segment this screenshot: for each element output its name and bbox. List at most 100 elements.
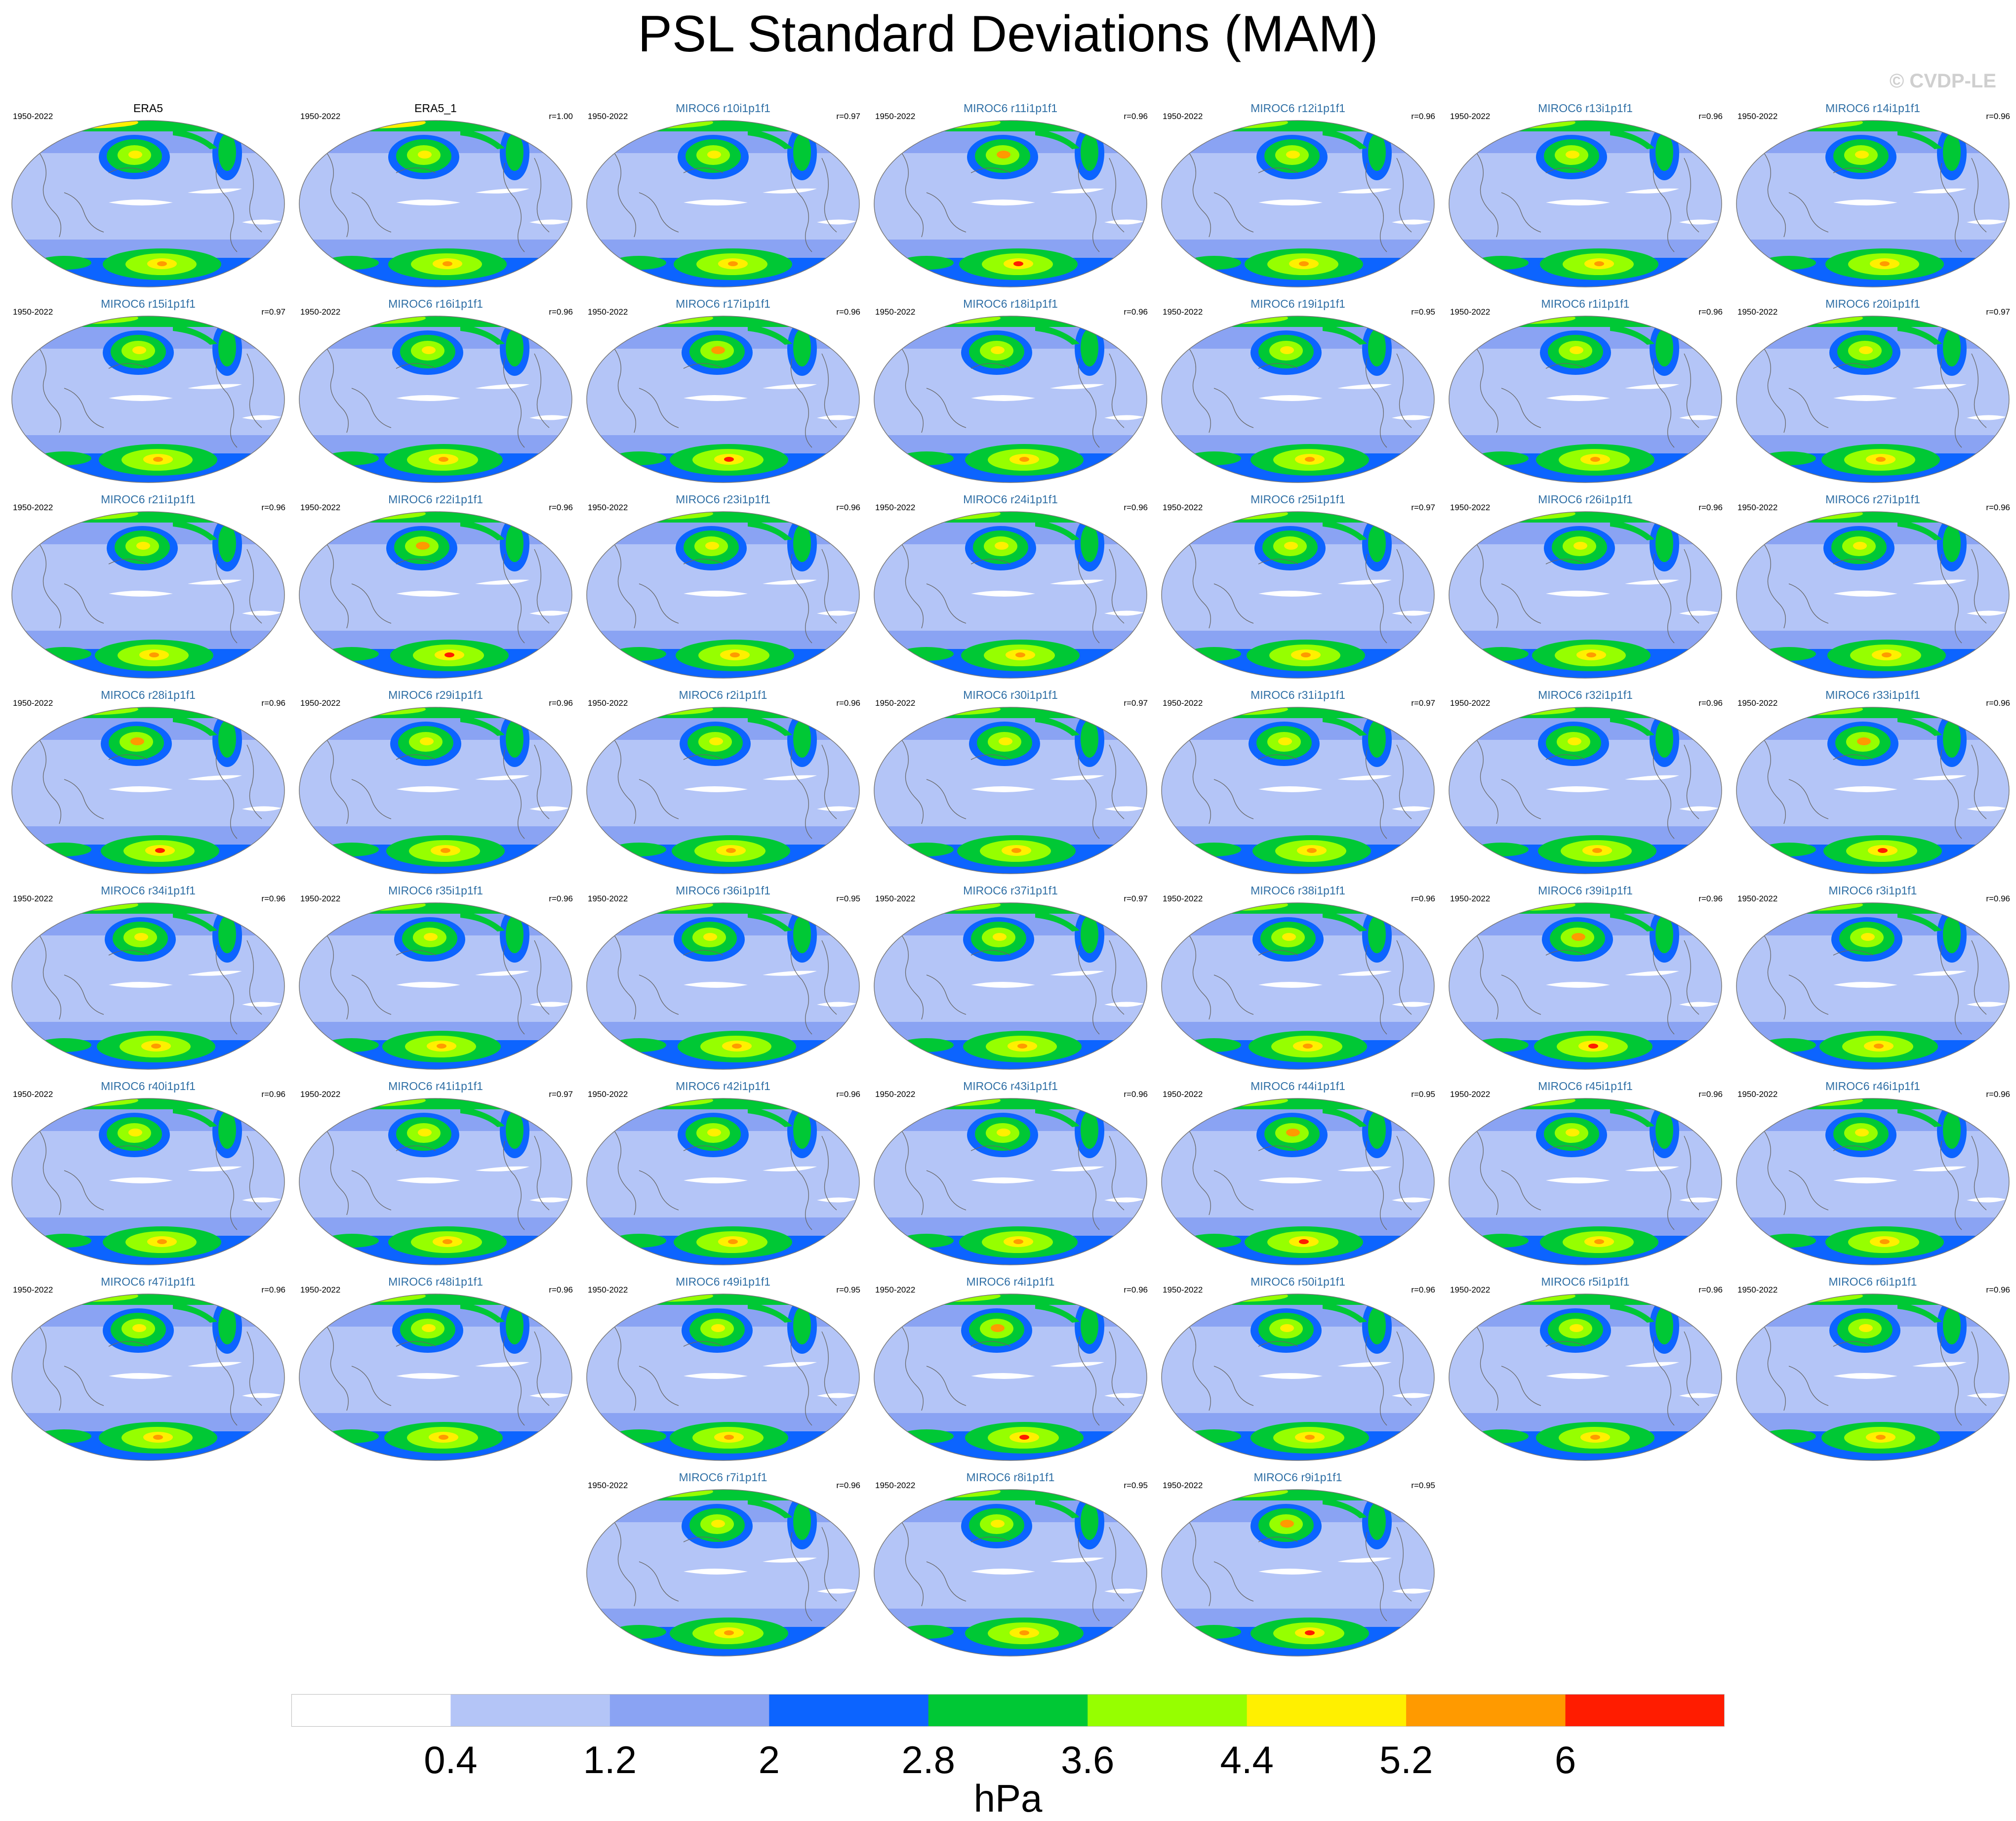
coastline xyxy=(351,1366,392,1406)
north-pacific-peak xyxy=(1570,1324,1583,1332)
south-pacific-peak xyxy=(439,457,448,462)
panel-pattern-correlation: r=0.96 xyxy=(836,1481,860,1490)
atlantic-minimum xyxy=(763,384,817,389)
panel-title: MIROC6 r33i1p1f1 xyxy=(1825,688,1920,701)
coastline xyxy=(1971,158,1987,233)
map-panel: 1950-2022 MIROC6 r36i1p1f1 r=0.95 xyxy=(580,876,866,1070)
coastline xyxy=(1764,739,1786,824)
coastline xyxy=(821,1527,837,1602)
map-plot xyxy=(299,707,572,874)
coastline xyxy=(1788,1170,1829,1211)
coastline xyxy=(683,1537,724,1542)
coastline xyxy=(1545,559,1586,565)
africa-minimum xyxy=(817,1197,856,1203)
north-atlantic-center xyxy=(1943,329,1961,366)
coastline xyxy=(926,583,967,624)
south-pacific-peak xyxy=(1307,848,1317,853)
map-panel: 1950-2022 MIROC6 r6i1p1f1 r=0.96 xyxy=(1730,1267,2016,1461)
panel-title: MIROC6 r7i1p1f1 xyxy=(679,1471,767,1484)
atlantic-minimum xyxy=(763,1362,817,1367)
map-plot xyxy=(11,316,285,483)
north-pacific-peak xyxy=(1859,1324,1873,1332)
south-pacific-peak xyxy=(1011,848,1021,853)
eurasia-arc xyxy=(1897,128,1942,149)
africa-minimum xyxy=(1967,1393,2006,1398)
panel-pattern-correlation: r=0.96 xyxy=(1124,1285,1148,1295)
panel-pattern-correlation: r=0.97 xyxy=(549,1090,573,1099)
coastline xyxy=(1545,363,1586,369)
panel-pattern-correlation: r=0.97 xyxy=(1411,503,1435,512)
map-plot xyxy=(11,120,285,287)
coastline xyxy=(1396,549,1412,624)
africa-minimum xyxy=(1679,806,1719,811)
panel-period: 1950-2022 xyxy=(1163,1090,1203,1099)
atlantic-minimum xyxy=(188,384,242,389)
tropical-minimum xyxy=(1833,395,1897,401)
panel-period: 1950-2022 xyxy=(1737,307,1778,317)
coastline xyxy=(1078,358,1100,448)
coastline xyxy=(503,1336,525,1426)
panel-period: 1950-2022 xyxy=(1450,1285,1491,1295)
coastline xyxy=(1365,749,1387,839)
south-pacific-peak xyxy=(151,1044,161,1049)
eurasia-arc xyxy=(748,324,792,345)
africa-minimum xyxy=(242,415,282,420)
map-border xyxy=(874,1294,1147,1461)
north-pacific-peak xyxy=(707,151,721,159)
panel-title: MIROC6 r11i1p1f1 xyxy=(963,102,1058,115)
coastline xyxy=(901,1326,924,1411)
map-plot xyxy=(1449,511,1722,679)
south-pacific-peak xyxy=(1590,457,1600,462)
north-pacific-peak xyxy=(1286,1129,1300,1136)
coastline xyxy=(1476,544,1498,629)
tropical-minimum xyxy=(1833,786,1897,792)
eurasia-arc xyxy=(1323,324,1367,345)
panel-title: MIROC6 r29i1p1f1 xyxy=(388,688,483,701)
coastline xyxy=(1078,162,1100,252)
tropical-minimum xyxy=(684,200,748,205)
north-pacific-peak xyxy=(997,1129,1010,1136)
eurasia-arc xyxy=(1323,911,1367,931)
panel-title: MIROC6 r43i1p1f1 xyxy=(963,1080,1058,1093)
map-border xyxy=(586,707,860,874)
coastline xyxy=(1971,744,1987,819)
north-atlantic-center xyxy=(1081,133,1098,171)
coastline xyxy=(926,192,967,233)
tropical-minimum xyxy=(684,1569,748,1575)
coastline xyxy=(926,388,967,428)
map-panel: 1950-2022 ERA5 xyxy=(5,94,291,287)
eurasia-arc xyxy=(1610,715,1654,736)
africa-minimum xyxy=(529,806,569,811)
panel-title: MIROC6 r42i1p1f1 xyxy=(676,1080,770,1093)
tropical-minimum xyxy=(1546,982,1610,988)
panel-title: MIROC6 r1i1p1f1 xyxy=(1541,297,1630,310)
north-atlantic-center xyxy=(1081,1111,1098,1149)
eurasia-arc xyxy=(1610,911,1654,931)
map-panel: 1950-2022 MIROC6 r44i1p1f1 r=0.95 xyxy=(1155,1072,1441,1265)
panel-pattern-correlation: r=0.96 xyxy=(1986,1285,2010,1295)
south-pacific-peak xyxy=(157,1239,167,1244)
eurasia-arc xyxy=(1323,128,1367,149)
atlantic-minimum xyxy=(1050,384,1104,389)
north-pacific-peak xyxy=(128,151,142,159)
atlantic-minimum xyxy=(1625,971,1679,976)
coastline xyxy=(1545,167,1586,173)
coastline xyxy=(246,158,262,233)
map-panel: 1950-2022 MIROC6 r42i1p1f1 r=0.96 xyxy=(580,1072,866,1265)
coastline xyxy=(1109,1527,1125,1602)
coastline xyxy=(1653,162,1675,252)
coastline xyxy=(970,1341,1011,1347)
panel-pattern-correlation: r=0.95 xyxy=(1124,1481,1148,1490)
coastline xyxy=(1653,1336,1675,1426)
coastline xyxy=(1940,1140,1962,1230)
north-pacific-peak xyxy=(703,933,717,941)
panel-title: MIROC6 r41i1p1f1 xyxy=(388,1080,483,1093)
north-pacific-peak xyxy=(991,1520,1005,1528)
eurasia-arc xyxy=(173,1302,217,1323)
north-pacific-peak xyxy=(1566,151,1579,159)
map-plot xyxy=(1736,902,2010,1070)
map-plot xyxy=(11,902,285,1070)
panel-period: 1950-2022 xyxy=(588,503,628,512)
north-atlantic-center xyxy=(793,720,811,758)
coastline xyxy=(614,935,636,1020)
